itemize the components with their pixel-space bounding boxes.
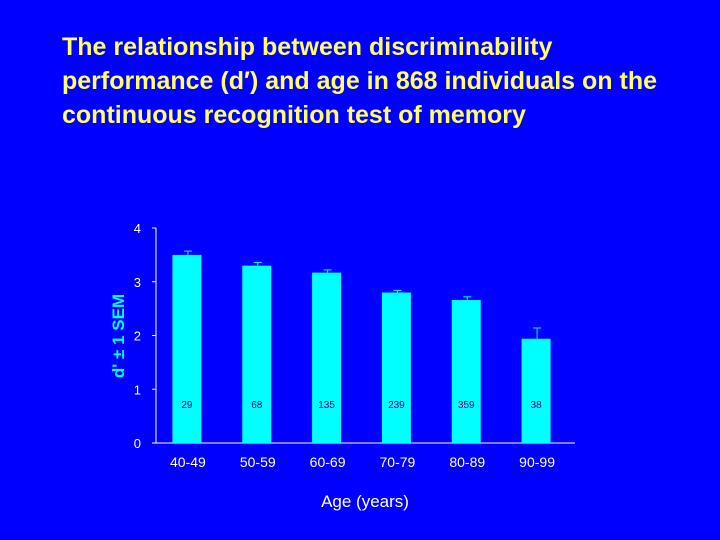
x-tick-label: 40-49: [170, 454, 206, 470]
y-axis-label: d' ± 1 SEM: [109, 294, 128, 378]
count-label: 38: [531, 400, 543, 411]
bar-40-49: [172, 254, 202, 443]
bar-70-79: [381, 292, 411, 443]
x-tick-label: 60-69: [310, 454, 346, 470]
x-axis-label: Age (years): [321, 492, 409, 511]
y-tick-label: 1: [134, 382, 141, 397]
bars: 29 68 135 239 359 38: [172, 250, 551, 443]
count-label: 135: [318, 400, 335, 411]
count-label: 239: [388, 400, 405, 411]
y-tick-label: 3: [134, 275, 141, 290]
bar-60-69: [312, 272, 342, 443]
y-tick-label: 2: [134, 329, 141, 344]
bar-90-99: [521, 338, 551, 443]
x-ticks: 40-49 50-59 60-69 70-79 80-89 90-99: [170, 454, 555, 470]
y-tick-label: 4: [134, 221, 141, 236]
y-tick-label: 0: [134, 436, 141, 451]
chart-title: The relationship between discriminabilit…: [62, 33, 657, 129]
count-label: 359: [458, 400, 475, 411]
x-tick-label: 90-99: [519, 454, 555, 470]
count-label: 68: [251, 400, 263, 411]
x-tick-label: 70-79: [380, 454, 416, 470]
x-tick-label: 50-59: [240, 454, 276, 470]
count-label: 29: [181, 400, 193, 411]
bar-50-59: [242, 265, 272, 443]
y-ticks: 0 1 2 3 4: [134, 221, 156, 451]
bar-80-89: [451, 300, 481, 443]
x-tick-label: 80-89: [449, 454, 485, 470]
chart-axes: [155, 228, 575, 444]
